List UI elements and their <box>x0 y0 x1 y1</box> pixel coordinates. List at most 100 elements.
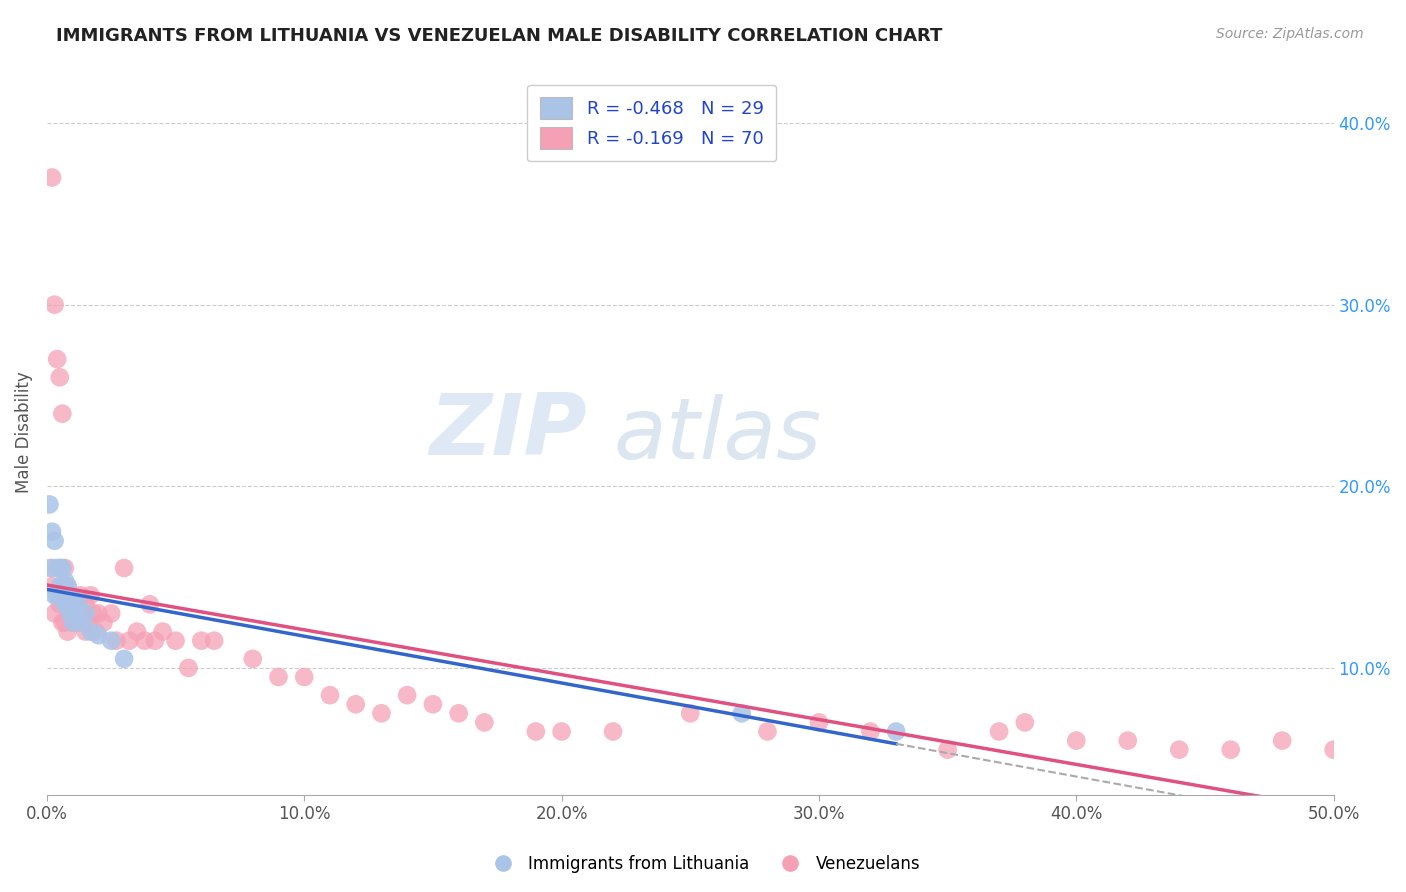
Point <box>177 661 200 675</box>
Point <box>46 352 69 367</box>
Point <box>56 579 79 593</box>
Point <box>87 607 110 621</box>
Point <box>41 524 63 539</box>
Point <box>112 652 135 666</box>
Point <box>550 724 572 739</box>
Point <box>79 588 101 602</box>
Text: Source: ZipAtlas.com: Source: ZipAtlas.com <box>1216 27 1364 41</box>
Point <box>66 615 89 630</box>
Point <box>53 574 76 588</box>
Point <box>59 607 82 621</box>
Text: ZIP: ZIP <box>430 391 588 474</box>
Point <box>38 498 60 512</box>
Point <box>53 598 76 612</box>
Point <box>1168 742 1191 756</box>
Point <box>56 624 79 639</box>
Point <box>44 298 66 312</box>
Point <box>46 561 69 575</box>
Point <box>756 724 779 739</box>
Point <box>936 742 959 756</box>
Point <box>82 607 104 621</box>
Point <box>66 598 89 612</box>
Point <box>69 615 91 630</box>
Point <box>93 615 115 630</box>
Point <box>1116 733 1139 747</box>
Point <box>319 688 342 702</box>
Point <box>422 698 444 712</box>
Point <box>41 170 63 185</box>
Point <box>62 598 84 612</box>
Point <box>49 598 72 612</box>
Point <box>190 633 212 648</box>
Legend: Immigrants from Lithuania, Venezuelans: Immigrants from Lithuania, Venezuelans <box>479 848 927 880</box>
Point <box>62 615 84 630</box>
Point <box>63 607 86 621</box>
Point <box>46 588 69 602</box>
Point <box>1064 733 1087 747</box>
Point <box>165 633 187 648</box>
Point <box>447 706 470 721</box>
Point <box>344 698 367 712</box>
Legend: R = -0.468   N = 29, R = -0.169   N = 70: R = -0.468 N = 29, R = -0.169 N = 70 <box>527 85 776 161</box>
Point <box>1271 733 1294 747</box>
Point <box>524 724 547 739</box>
Point <box>41 579 63 593</box>
Point <box>125 624 148 639</box>
Point <box>38 561 60 575</box>
Point <box>56 579 79 593</box>
Point <box>1323 742 1346 756</box>
Point <box>152 624 174 639</box>
Point <box>112 561 135 575</box>
Point <box>396 688 419 702</box>
Point <box>807 715 830 730</box>
Point <box>75 598 97 612</box>
Point <box>884 724 907 739</box>
Point <box>51 407 73 421</box>
Point <box>292 670 315 684</box>
Point <box>100 633 122 648</box>
Point <box>59 588 82 602</box>
Point <box>242 652 264 666</box>
Point <box>859 724 882 739</box>
Point <box>44 607 66 621</box>
Point <box>59 588 82 602</box>
Point <box>56 598 79 612</box>
Point <box>100 607 122 621</box>
Point <box>75 607 97 621</box>
Point <box>41 561 63 575</box>
Point <box>679 706 702 721</box>
Point <box>66 598 89 612</box>
Point <box>267 670 290 684</box>
Text: IMMIGRANTS FROM LITHUANIA VS VENEZUELAN MALE DISABILITY CORRELATION CHART: IMMIGRANTS FROM LITHUANIA VS VENEZUELAN … <box>56 27 942 45</box>
Point <box>51 561 73 575</box>
Point <box>62 615 84 630</box>
Text: atlas: atlas <box>613 394 821 477</box>
Point <box>988 724 1011 739</box>
Point <box>134 633 156 648</box>
Point <box>59 607 82 621</box>
Point <box>370 706 392 721</box>
Point <box>44 588 66 602</box>
Point <box>474 715 496 730</box>
Point <box>105 633 128 648</box>
Point <box>62 591 84 606</box>
Point <box>1014 715 1036 730</box>
Point <box>53 561 76 575</box>
Point <box>44 533 66 548</box>
Point <box>51 615 73 630</box>
Point <box>202 633 225 648</box>
Point <box>79 624 101 639</box>
Point <box>87 628 110 642</box>
Point <box>49 561 72 575</box>
Point <box>51 588 73 602</box>
Point <box>72 607 94 621</box>
Point <box>53 615 76 630</box>
Point <box>49 370 72 384</box>
Point <box>731 706 754 721</box>
Point <box>77 615 100 630</box>
Point <box>143 633 166 648</box>
Point <box>602 724 624 739</box>
Point <box>118 633 141 648</box>
Point <box>84 624 107 639</box>
Point <box>63 607 86 621</box>
